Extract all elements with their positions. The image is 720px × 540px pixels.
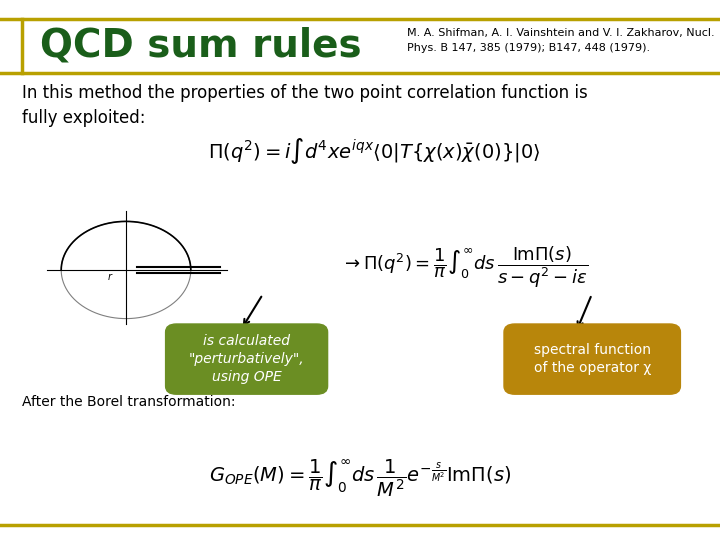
FancyBboxPatch shape [166, 324, 328, 394]
FancyBboxPatch shape [504, 324, 680, 394]
Text: In this method the properties of the two point correlation function is
fully exp: In this method the properties of the two… [22, 84, 588, 127]
Text: $r$: $r$ [107, 271, 114, 282]
Text: $\Pi(q^2) = i \int d^4x e^{iqx} \langle 0|T\{\chi(x)\bar{\chi}(0)\}|0\rangle$: $\Pi(q^2) = i \int d^4x e^{iqx} \langle … [208, 136, 541, 166]
Text: $G_{OPE}(M) = \dfrac{1}{\pi} \int_0^{\infty} ds\, \dfrac{1}{M^2} e^{-\frac{s}{M^: $G_{OPE}(M) = \dfrac{1}{\pi} \int_0^{\in… [209, 457, 511, 499]
Text: spectral function
of the operator χ: spectral function of the operator χ [534, 343, 651, 375]
Text: $\rightarrow \Pi(q^2) = \dfrac{1}{\pi} \int_0^{\infty} ds\, \dfrac{\mathrm{Im}\P: $\rightarrow \Pi(q^2) = \dfrac{1}{\pi} \… [341, 245, 588, 290]
Text: After the Borel transformation:: After the Borel transformation: [22, 395, 235, 409]
Text: QCD sum rules: QCD sum rules [40, 27, 361, 65]
Text: is calculated
"perturbatively",
using OPE: is calculated "perturbatively", using OP… [189, 334, 305, 384]
Text: M. A. Shifman, A. I. Vainshtein and V. I. Zakharov, Nucl.
Phys. B 147, 385 (1979: M. A. Shifman, A. I. Vainshtein and V. I… [407, 28, 714, 53]
